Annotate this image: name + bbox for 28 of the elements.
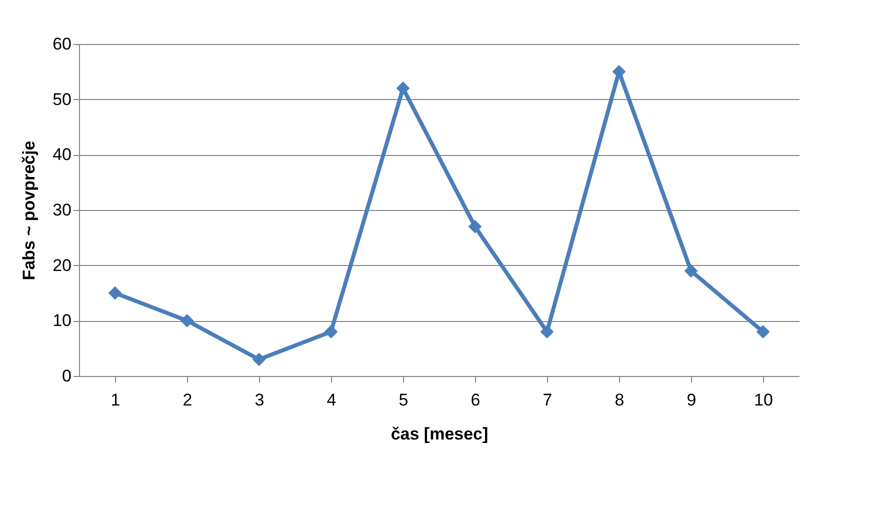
- x-tick-label: 3: [254, 390, 264, 410]
- point: [468, 220, 482, 234]
- x-tick-label: 6: [470, 390, 480, 410]
- point: [108, 286, 122, 300]
- point: [324, 325, 338, 338]
- y-tick-label: 60: [52, 34, 72, 54]
- point: [252, 352, 266, 366]
- x-tick-label: 9: [686, 390, 696, 410]
- point: [396, 82, 410, 95]
- x-tick-label: 4: [326, 390, 336, 410]
- x-tick-label: 10: [754, 390, 773, 410]
- x-axis-title: čas [mesec]: [390, 424, 488, 444]
- y-axis-title: Fabs ~ povprečje: [20, 140, 39, 280]
- point: [540, 325, 554, 338]
- point: [756, 325, 770, 338]
- x-tick-label: 5: [398, 390, 408, 410]
- x-tick-label: 1: [110, 390, 120, 410]
- x-tick-label: 7: [542, 390, 552, 410]
- y-tick-label: 10: [52, 311, 72, 330]
- y-tick-label: 50: [52, 90, 72, 109]
- point: [684, 264, 698, 278]
- x-tick-label: 8: [614, 390, 624, 410]
- y-tick-label: 40: [52, 145, 72, 164]
- y-tick-label: 0: [62, 366, 72, 386]
- x-tick-label: 2: [182, 390, 192, 410]
- y-tick-label: 30: [52, 200, 72, 220]
- y-tick-label: 20: [52, 256, 72, 275]
- point: [180, 314, 194, 328]
